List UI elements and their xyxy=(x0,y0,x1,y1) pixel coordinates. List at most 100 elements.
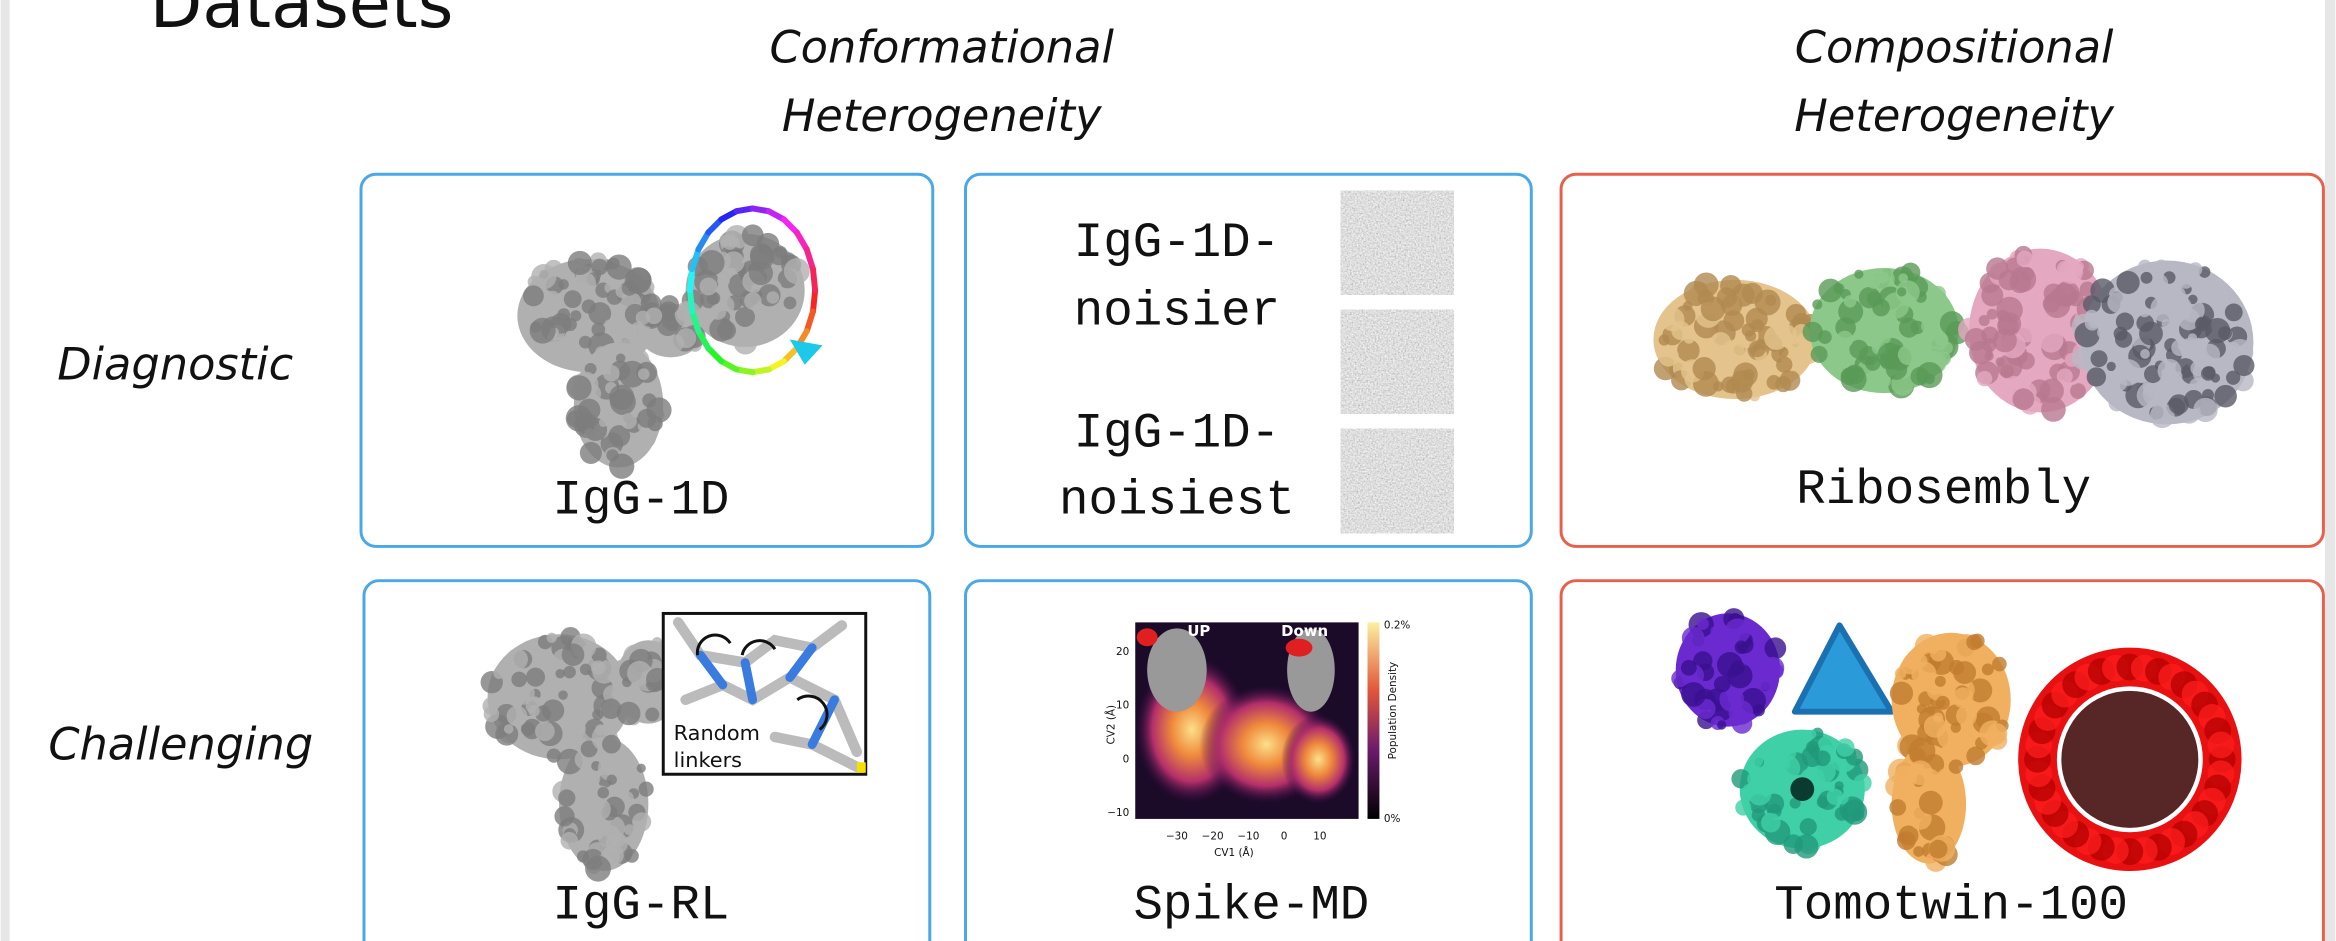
protein-texture xyxy=(1659,335,1670,346)
protein-texture xyxy=(1986,257,2008,279)
protein-texture xyxy=(617,702,641,726)
protein-texture xyxy=(652,637,662,647)
protein-texture xyxy=(606,832,628,854)
colorbar xyxy=(1368,622,1380,819)
protein-texture xyxy=(1806,741,1819,754)
protein-texture xyxy=(2013,388,2035,410)
protein-texture xyxy=(1996,357,2005,366)
protein-texture xyxy=(638,368,650,380)
protein-texture xyxy=(561,832,579,850)
protein-texture xyxy=(1953,687,1974,708)
protein-texture xyxy=(580,664,592,676)
protein-texture xyxy=(2051,289,2060,298)
x-tick-label: 10 xyxy=(1313,831,1326,843)
column-header: Compositional xyxy=(1795,22,2114,74)
protein-texture xyxy=(1749,341,1766,358)
protein-texture xyxy=(1872,299,1890,317)
protein-texture xyxy=(1949,759,1964,774)
protein-texture xyxy=(1966,634,1982,650)
protein-texture xyxy=(2173,371,2183,381)
x-tick-label: −30 xyxy=(1166,831,1188,843)
protein-texture xyxy=(709,317,733,341)
protein-texture xyxy=(750,243,773,266)
protein-texture xyxy=(2009,271,2031,293)
protein-texture xyxy=(2107,362,2116,371)
protein-texture xyxy=(1921,320,1933,332)
micrograph xyxy=(1341,310,1454,414)
protein-texture xyxy=(1935,676,1946,687)
protein-texture xyxy=(2188,262,2202,276)
protein-texture xyxy=(607,775,617,785)
protein-texture xyxy=(1899,318,1919,338)
protein-texture xyxy=(1862,326,1872,336)
protein-texture xyxy=(1917,704,1927,714)
protein-texture xyxy=(1682,627,1705,650)
rotation-arrow xyxy=(690,269,692,290)
dataset-label: Tomotwin-100 xyxy=(1774,878,2128,934)
inset-label: Random xyxy=(674,721,760,745)
protein-texture xyxy=(642,393,656,407)
protein-texture xyxy=(637,409,656,428)
protein-texture xyxy=(1898,345,1919,366)
protein-texture xyxy=(2214,385,2237,408)
protein-texture xyxy=(1818,330,1832,344)
protein xyxy=(1795,625,1892,711)
protein-texture xyxy=(608,258,620,270)
protein-texture xyxy=(1929,346,1943,360)
title: Datasets xyxy=(150,0,454,44)
protein-texture xyxy=(558,690,568,700)
protein-texture xyxy=(574,272,596,294)
protein-texture xyxy=(2039,328,2063,352)
x-tick-label: −10 xyxy=(1237,831,1259,843)
protein-texture xyxy=(603,365,620,382)
edge xyxy=(2325,0,2335,941)
protein-texture xyxy=(625,849,639,863)
protein-texture xyxy=(1987,723,2008,744)
protein-texture xyxy=(580,442,602,464)
protein-texture xyxy=(528,705,540,717)
protein-texture xyxy=(1885,354,1900,369)
protein-texture xyxy=(676,328,696,348)
micrograph xyxy=(1341,191,1454,295)
dataset-label: IgG-RL xyxy=(552,878,729,934)
figure: Datasets Conformational Heterogeneity Co… xyxy=(0,0,2336,941)
protein-texture xyxy=(1916,362,1942,388)
dataset-label: Ribosembly xyxy=(1796,462,2091,518)
protein-texture xyxy=(1681,660,1697,676)
y-tick-label: −10 xyxy=(1107,807,1129,819)
protein-texture xyxy=(1854,270,1863,279)
protein-texture xyxy=(1721,377,1737,393)
protein-texture xyxy=(1919,791,1943,815)
protein-texture xyxy=(564,290,582,308)
protein-texture xyxy=(1811,346,1828,363)
protein-texture xyxy=(699,250,725,276)
protein-texture xyxy=(2225,303,2243,321)
protein-texture xyxy=(2070,383,2086,399)
protein-texture xyxy=(1701,296,1726,321)
protein-texture xyxy=(1931,286,1946,301)
y-tick-label: 10 xyxy=(1116,700,1129,712)
protein-texture xyxy=(719,286,729,296)
protein xyxy=(1890,633,2011,768)
protein-texture xyxy=(2085,315,2100,330)
protein-texture xyxy=(784,296,797,309)
protein-texture xyxy=(2140,349,2150,359)
protein-texture xyxy=(1889,799,1906,816)
protein-texture xyxy=(2039,379,2063,403)
dataset-label: IgG-1D- xyxy=(1074,406,1280,462)
protein-texture xyxy=(599,418,608,427)
micrograph xyxy=(1341,429,1454,533)
protein-texture xyxy=(2097,325,2111,339)
protein-texture xyxy=(616,353,626,363)
protein-texture xyxy=(2115,359,2142,386)
protein-texture xyxy=(758,307,776,325)
protein-texture xyxy=(1836,331,1853,348)
protein-texture xyxy=(1764,637,1786,659)
protein-texture xyxy=(530,318,556,344)
protein-texture xyxy=(1807,730,1816,739)
protein-texture xyxy=(1745,330,1756,341)
protein-texture xyxy=(564,318,577,331)
protein-texture xyxy=(1671,321,1690,340)
colorbar-label: Population Density xyxy=(1387,662,1399,760)
protein-texture xyxy=(504,724,514,734)
